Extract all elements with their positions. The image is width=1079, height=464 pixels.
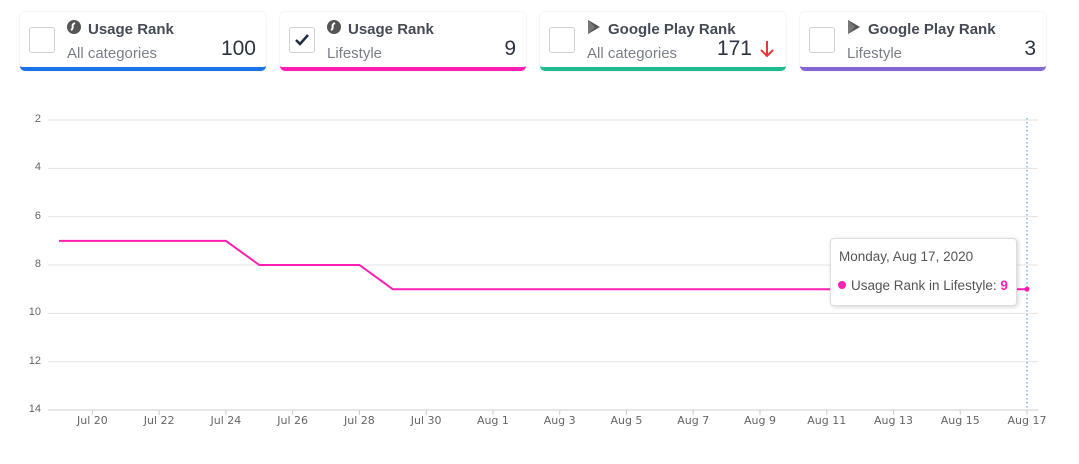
card-value: 100 [220, 37, 256, 60]
x-tick-label: Aug 7 [677, 414, 710, 427]
checkmark-icon [295, 34, 309, 46]
tooltip-label: Usage Rank in Lifestyle: 9 [851, 278, 1008, 293]
y-tick-label: 14 [28, 403, 41, 416]
x-tick-label: Jul 26 [277, 414, 309, 427]
x-tick-label: Aug 9 [743, 414, 776, 427]
card-usage-rank-lifestyle[interactable]: Usage Rank Lifestyle 9 [280, 12, 526, 71]
card-subtitle: All categories [587, 45, 678, 62]
google-play-icon [588, 20, 600, 34]
x-tick-label: Aug 1 [476, 414, 509, 427]
card-subtitle: Lifestyle [327, 45, 383, 62]
x-tick-label: Aug 5 [610, 414, 643, 427]
card-title: Google Play Rank [608, 21, 736, 38]
tooltip-date: Monday, Aug 17, 2020 [839, 249, 974, 264]
y-tick-label: 12 [28, 354, 41, 367]
x-tick-label: Aug 15 [940, 414, 980, 427]
series-dot [838, 281, 846, 289]
x-tick-label: Aug 11 [807, 414, 847, 427]
x-tick-label: Jul 28 [344, 414, 375, 427]
checkbox[interactable] [549, 27, 575, 53]
card-subtitle: All categories [67, 45, 158, 62]
x-tick-label: Aug 17 [1007, 414, 1047, 427]
usage-icon [67, 20, 81, 34]
x-tick-label: Jul 20 [76, 414, 108, 427]
card-subtitle: Lifestyle [847, 45, 903, 62]
x-tick-label: Jul 30 [410, 414, 442, 427]
card-title: Google Play Rank [868, 21, 996, 38]
tooltip-value: 9 [1000, 278, 1008, 293]
x-tick-label: Aug 13 [874, 414, 913, 427]
checkbox[interactable] [29, 27, 55, 53]
x-tick-label: Jul 22 [143, 414, 175, 427]
x-tick-label: Aug 3 [543, 414, 576, 427]
x-tick-label: Jul 24 [210, 414, 242, 427]
usage-icon [327, 20, 341, 34]
card-value: 3 [1024, 37, 1036, 60]
card-google-play-rank-lifestyle[interactable]: Google Play Rank Lifestyle 3 [800, 12, 1046, 71]
y-tick-label: 6 [34, 209, 41, 222]
checkbox-checked[interactable] [289, 27, 315, 53]
card-google-play-rank-all[interactable]: Google Play Rank All categories 171 [540, 12, 786, 71]
arrow-down-icon [760, 41, 774, 58]
card-value: 9 [504, 37, 516, 60]
card-value: 171 [716, 37, 752, 60]
card-title: Usage Rank [88, 21, 174, 38]
card-title: Usage Rank [348, 21, 434, 38]
y-tick-label: 10 [28, 306, 41, 319]
metric-cards: Usage Rank All categories 100 Usage Rank… [20, 12, 1046, 72]
google-play-icon [848, 20, 860, 34]
checkbox[interactable] [809, 27, 835, 53]
hover-point [1024, 286, 1030, 292]
y-tick-label: 4 [34, 161, 41, 174]
y-tick-label: 2 [34, 113, 41, 125]
chart-tooltip: Monday, Aug 17, 2020 Usage Rank in Lifes… [830, 238, 1017, 306]
card-usage-rank-all[interactable]: Usage Rank All categories 100 [20, 12, 266, 71]
y-tick-label: 8 [34, 258, 41, 271]
